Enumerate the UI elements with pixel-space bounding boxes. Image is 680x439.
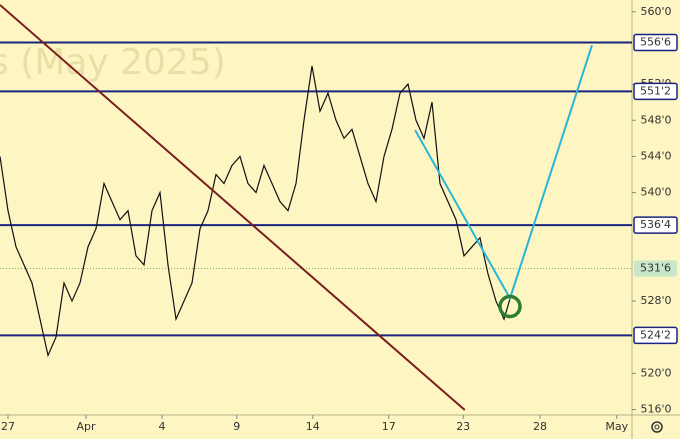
price-label: 531'6 (640, 262, 671, 275)
x-tick-label: 9 (233, 420, 240, 433)
marker-circle (498, 294, 522, 319)
x-tick-label: 14 (306, 420, 320, 433)
trend-line (414, 44, 593, 301)
x-tick-label: 4 (159, 420, 166, 433)
y-tick-label: 540'0 (640, 186, 671, 199)
level-label: 524'2 (640, 328, 671, 341)
trend-line (0, 4, 466, 411)
price-badge (634, 260, 677, 277)
level-badge (633, 326, 678, 345)
watermark: s (May 2025) (0, 42, 226, 83)
y-tick-label: 516'0 (640, 403, 671, 416)
gear[interactable] (651, 421, 663, 433)
level-badge (633, 82, 678, 101)
level-badge (633, 216, 678, 234)
x-tick-label: 17 (382, 420, 396, 433)
x-tick-label: 23 (456, 420, 470, 433)
gear-hub[interactable] (654, 424, 660, 430)
x-tick-label: May (605, 420, 628, 433)
level-badge (633, 33, 678, 52)
x-tick-label: 28 (533, 420, 547, 433)
y-tick-label: 560'0 (640, 5, 671, 18)
settings-icon[interactable] (651, 421, 663, 433)
y-tick-label: 548'0 (640, 113, 671, 126)
y-tick-label: 544'0 (640, 149, 671, 162)
y-tick-label: 520'0 (640, 366, 671, 379)
y-tick-label: 528'0 (640, 294, 671, 307)
x-tick-label: Apr (76, 420, 96, 433)
level-label: 536'4 (640, 218, 671, 231)
x-tick-label: 27 (1, 420, 15, 433)
price-line (0, 65, 521, 358)
level-label: 551'2 (640, 84, 671, 97)
level-label: 556'6 (640, 35, 671, 48)
